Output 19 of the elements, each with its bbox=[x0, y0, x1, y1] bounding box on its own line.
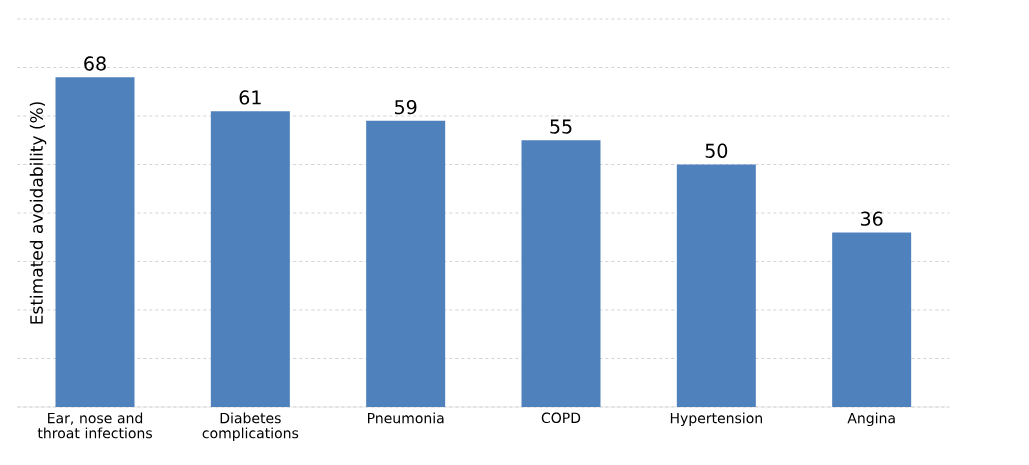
x-tick-label: COPD bbox=[541, 412, 581, 424]
x-tick-label: Pneumonia bbox=[368, 412, 444, 424]
y-axis-title: Estimated avoidability (%) bbox=[29, 102, 47, 324]
data-label: 36 bbox=[861, 211, 883, 226]
data-label: 55 bbox=[550, 119, 572, 134]
bar bbox=[676, 164, 756, 407]
bar bbox=[55, 77, 135, 407]
bar bbox=[521, 140, 601, 407]
bar bbox=[832, 232, 912, 407]
data-label: 61 bbox=[239, 90, 261, 105]
x-tick-label: Angina bbox=[847, 412, 895, 427]
bar bbox=[210, 111, 290, 407]
x-tick-label: Ear, nose and throat infections bbox=[37, 412, 152, 439]
x-tick-label: Diabetes complications bbox=[202, 412, 299, 442]
bar bbox=[366, 120, 446, 407]
x-tick-label: Hypertension bbox=[670, 412, 762, 427]
data-label: 50 bbox=[705, 143, 728, 158]
data-label: 68 bbox=[84, 56, 106, 71]
data-label: 59 bbox=[395, 99, 417, 115]
